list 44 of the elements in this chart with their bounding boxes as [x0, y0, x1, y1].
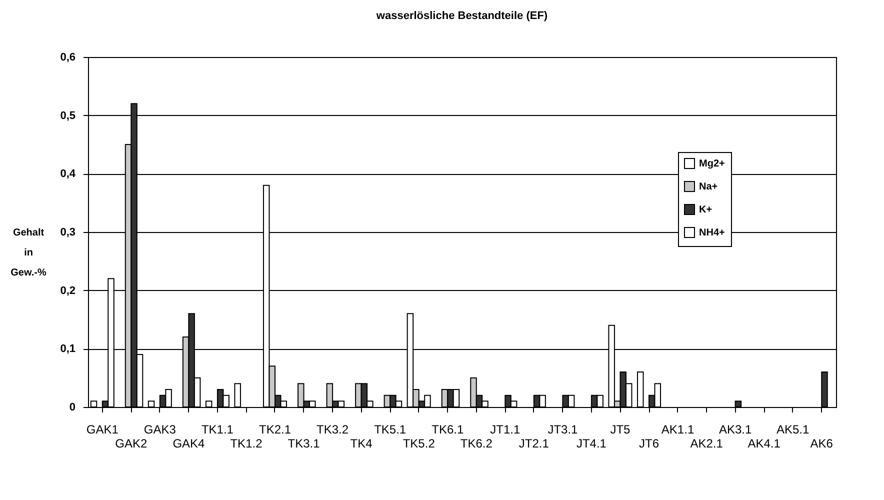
x-tick-label: TK5.2 [402, 436, 436, 450]
x-tick-label: TK1.1 [201, 422, 234, 436]
x-tick-label: JT4.1 [576, 436, 607, 450]
bar [90, 400, 98, 408]
legend-label: Mg2+ [699, 158, 725, 170]
bar [234, 383, 241, 408]
x-tick-label: JT3.1 [548, 422, 578, 436]
x-tick-label: GAK1 [86, 422, 119, 436]
chart-title: wasserlösliche Bestandteile (EF) [375, 10, 548, 22]
x-tick-label: TK5.1 [374, 422, 406, 436]
x-tick-label: TK1.2 [230, 436, 263, 450]
y-tick-label: 0,4 [60, 168, 76, 180]
x-tick-label: AK3.1 [718, 422, 752, 436]
x-tick-label: AK5.1 [776, 422, 810, 436]
legend-label: K+ [699, 204, 712, 216]
x-tick-label: JT1.1 [490, 422, 520, 436]
x-tick-label: AK1.1 [661, 422, 694, 436]
y-axis-title: Gehalt in Gew.-% [10, 228, 46, 278]
x-tick-label: TK3.1 [288, 436, 320, 450]
x-tick-label: JT6 [638, 436, 660, 450]
x-tick-label: TK2.1 [258, 422, 292, 436]
bar [148, 400, 155, 408]
x-tick-label: AK6 [810, 436, 834, 450]
x-tick-label: AK4.1 [748, 436, 781, 450]
x-tick-label: JT5 [610, 422, 631, 436]
bar [636, 372, 644, 408]
y-tick-label: 0,1 [60, 343, 76, 356]
y-tick-label: 0,6 [60, 52, 76, 64]
bar [205, 400, 212, 408]
x-tick-label: TK3.2 [316, 422, 349, 436]
x-tick-label: JT2.1 [518, 436, 550, 450]
x-tick-label: GAK3 [144, 422, 176, 436]
x-tick-label: TK6.2 [460, 436, 493, 450]
x-tick-label: GAK4 [172, 436, 206, 450]
x-tick-label: AK2.1 [690, 436, 724, 450]
y-tick-label: 0 [69, 402, 76, 414]
legend-label: NH4+ [699, 228, 726, 238]
y-tick-label: 0,3 [60, 226, 76, 238]
x-tick-label: GAK2 [115, 436, 148, 450]
y-tick-label: 0,2 [60, 284, 76, 297]
y-tick-label: 0,5 [60, 110, 76, 122]
x-tick-label: TK4 [350, 436, 373, 450]
x-tick-label: TK6.1 [432, 422, 464, 436]
legend-label: Na+ [699, 182, 718, 192]
